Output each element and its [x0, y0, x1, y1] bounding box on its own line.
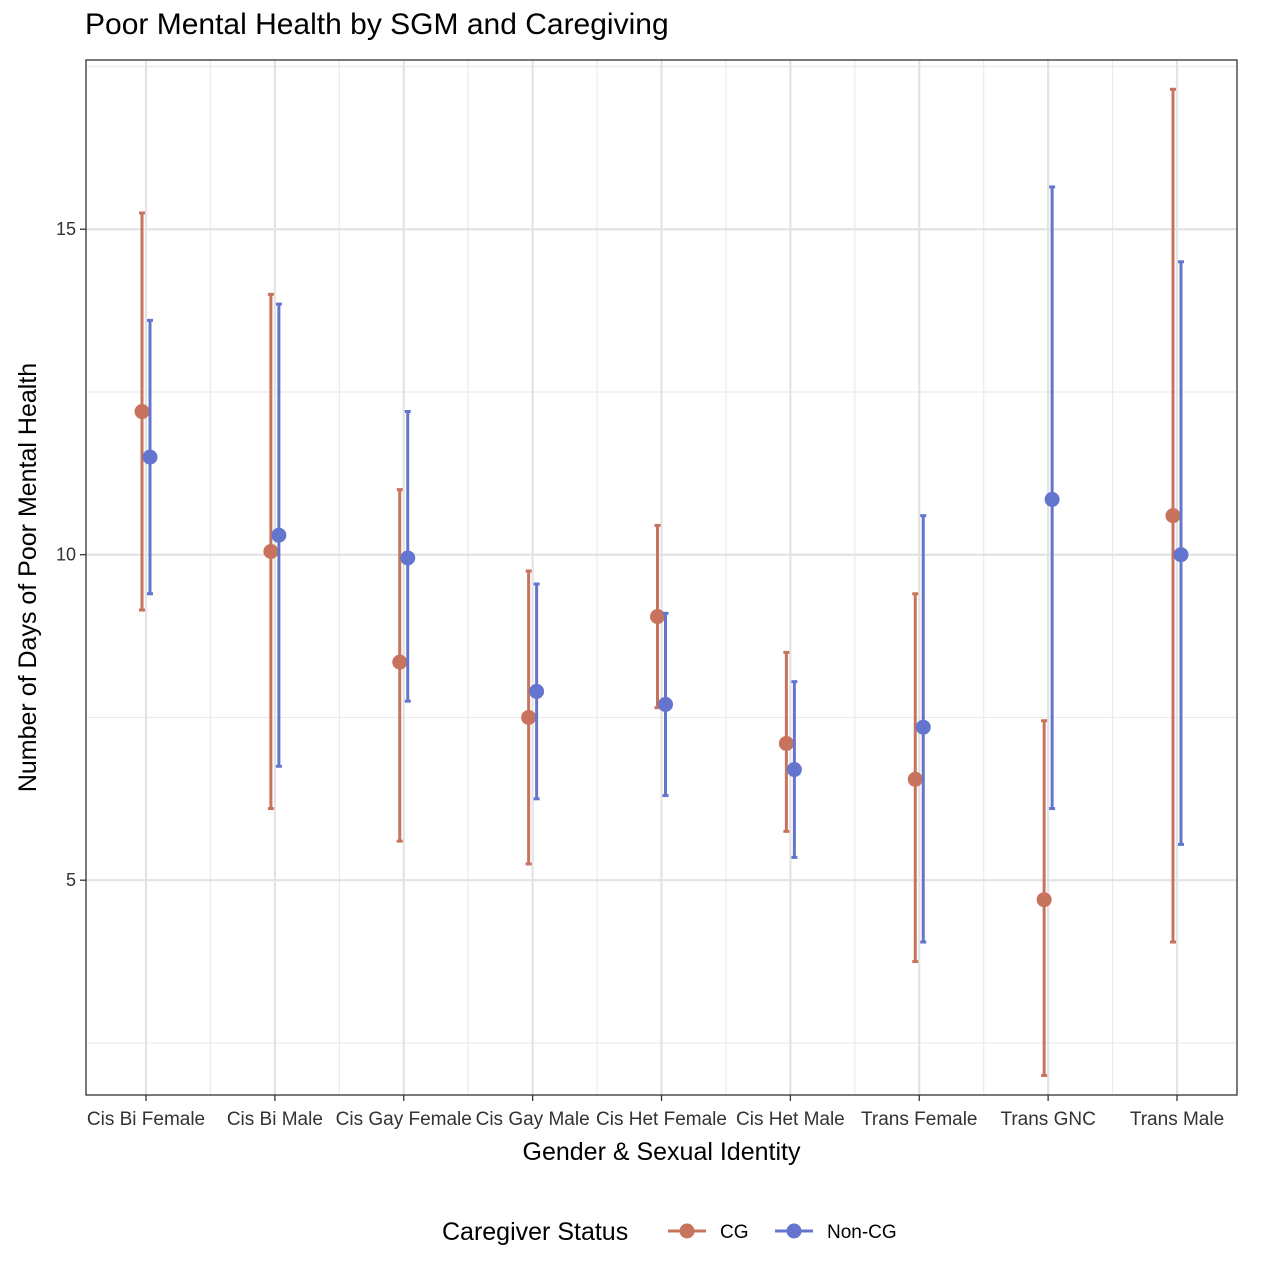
y-tick-label: 10 [56, 545, 76, 565]
legend-item-cg: CG [668, 1222, 749, 1243]
data-point [400, 550, 416, 566]
data-point [142, 449, 158, 465]
x-tick-label: Trans Male [1130, 1109, 1224, 1130]
data-point [529, 683, 545, 699]
data-layer [134, 87, 1189, 1077]
x-tick-label: Cis Gay Female [336, 1109, 472, 1130]
data-point [134, 404, 150, 420]
x-axis-title: Gender & Sexual Identity [523, 1138, 801, 1166]
legend-label: Non-CG [827, 1222, 897, 1243]
y-axis-title: Number of Days of Poor Mental Health [14, 363, 42, 792]
series-non-cg [142, 185, 1189, 944]
series-cg [134, 87, 1181, 1077]
data-point [1173, 547, 1189, 563]
data-point [1036, 892, 1052, 908]
data-point [658, 696, 673, 712]
legend: Caregiver Status CG Non-CG [442, 1218, 897, 1246]
y-tick-label: 5 [66, 870, 76, 890]
legend-key-point [679, 1223, 695, 1239]
data-point [1044, 491, 1060, 507]
x-tick-label: Cis Het Female [596, 1109, 727, 1130]
x-tick-label: Cis Bi Male [227, 1109, 323, 1130]
data-point [907, 771, 923, 787]
legend-item-non-cg: Non-CG [775, 1222, 897, 1243]
x-tick-label: Trans Female [861, 1109, 978, 1130]
legend-title: Caregiver Status [442, 1218, 628, 1246]
data-point [392, 654, 408, 670]
axes: 5 10 15 Cis Bi Female Cis Bi Male Cis Gay Fem… [56, 219, 1224, 1130]
x-tick-label: Cis Het Male [736, 1109, 845, 1130]
data-point [915, 719, 931, 735]
data-point [650, 609, 665, 625]
x-tick-label: Trans GNC [1000, 1109, 1095, 1130]
data-point [786, 762, 802, 778]
data-point [778, 735, 794, 751]
data-point [1165, 508, 1181, 524]
grid [86, 60, 1237, 1095]
y-tick-label: 15 [56, 219, 76, 239]
data-point [263, 543, 279, 559]
data-point [271, 527, 287, 543]
x-tick-label: Cis Bi Female [87, 1109, 205, 1130]
legend-label: CG [720, 1222, 749, 1243]
x-tick-label: Cis Gay Male [476, 1109, 590, 1130]
legend-key-point [786, 1223, 802, 1239]
data-point [521, 709, 537, 725]
chart-title: Poor Mental Health by SGM and Caregiving [85, 8, 669, 41]
